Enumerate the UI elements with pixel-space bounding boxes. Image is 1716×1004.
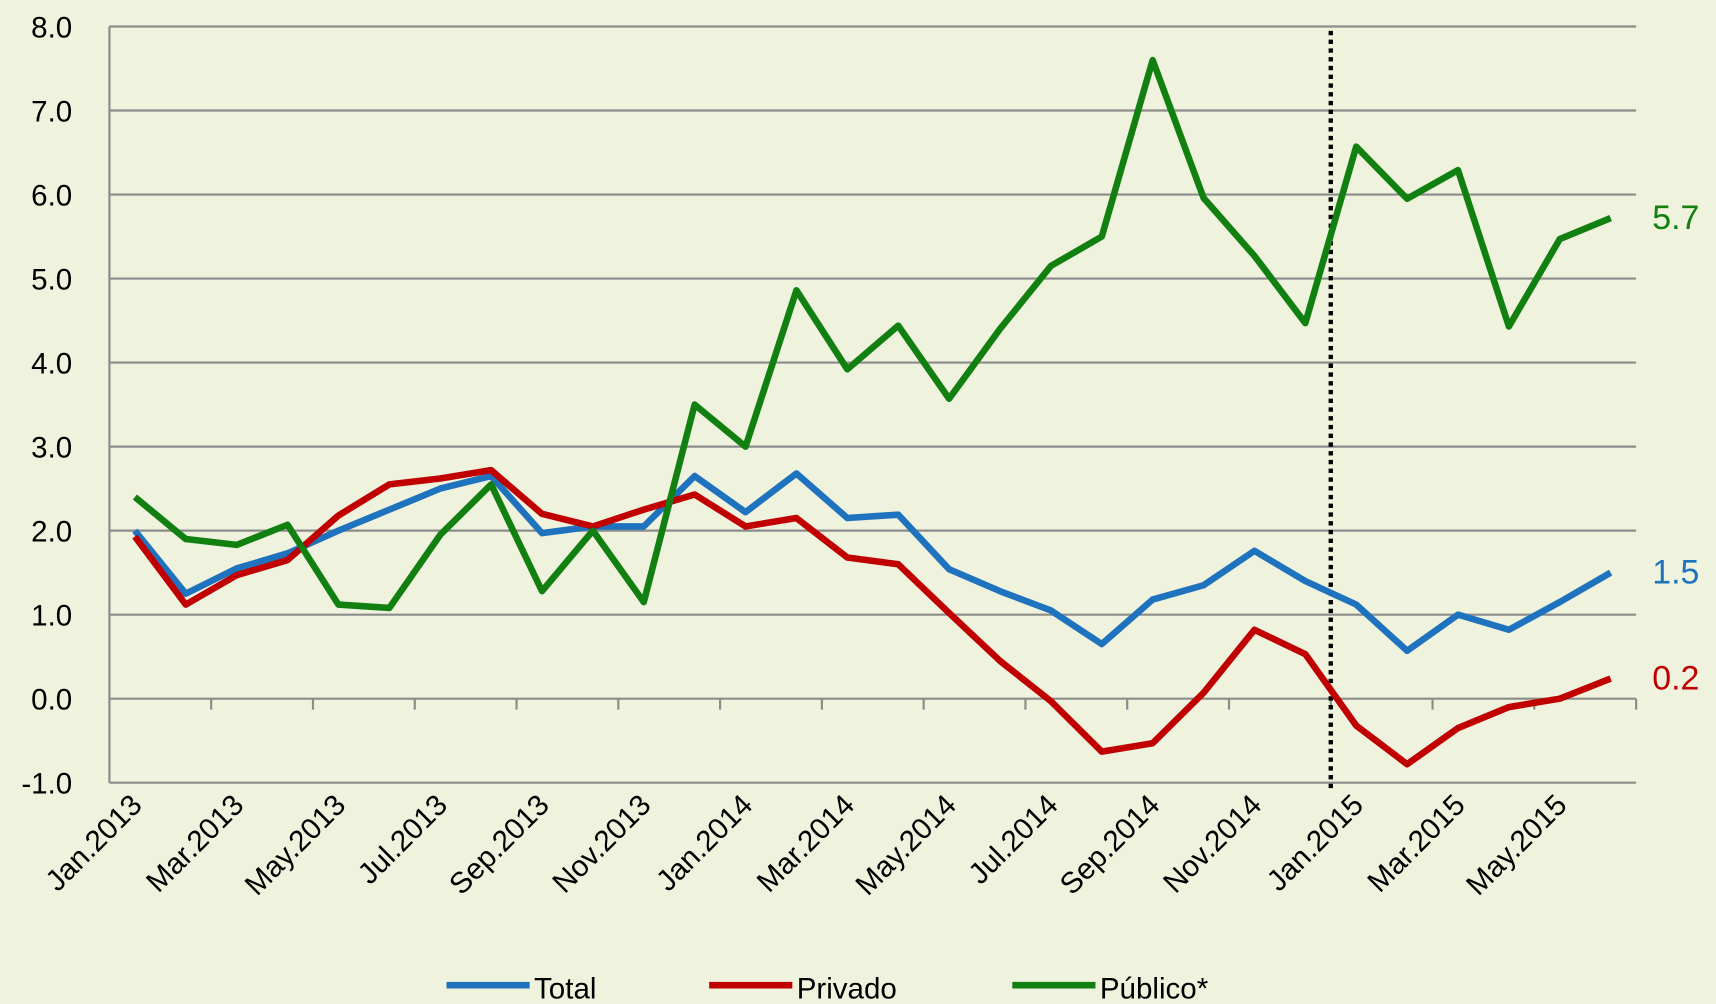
series-line (132, 470, 1613, 655)
data-label: 0.2 (1652, 659, 1699, 697)
series-line (132, 466, 1612, 768)
x-tick-label: Nov.2013 (546, 788, 657, 899)
data-label: 1.5 (1652, 554, 1699, 592)
x-tick-label: Jan.2014 (650, 788, 759, 897)
x-tick-label: Jan.2013 (39, 788, 148, 897)
y-tick-label: 3.0 (31, 432, 72, 465)
x-tick-label: Jul.2013 (352, 788, 454, 890)
legend-label: Público* (1100, 972, 1209, 1004)
y-tick-label: 2.0 (31, 516, 72, 549)
x-tick-label: Nov.2014 (1157, 788, 1268, 899)
y-tick-label: 5.0 (31, 264, 72, 297)
y-tick-label: 0.0 (31, 684, 72, 717)
x-tick-label: Mar.2014 (751, 788, 861, 898)
data-label: 5.7 (1652, 199, 1699, 237)
legend-label: Total (534, 972, 596, 1004)
x-tick-label: May.2015 (1460, 788, 1573, 901)
y-tick-label: 7.0 (31, 95, 72, 128)
x-tick-label: Sep.2013 (443, 788, 556, 901)
series-line (132, 56, 1612, 612)
x-tick-label: Sep.2014 (1054, 788, 1167, 901)
legend-label: Privado (797, 972, 897, 1004)
x-tick-label: May.2014 (849, 788, 962, 901)
y-tick-label: 1.0 (31, 600, 72, 633)
y-tick-label: 4.0 (31, 348, 72, 381)
x-tick-label: Jul.2014 (962, 788, 1064, 890)
x-tick-label: May.2013 (239, 788, 352, 901)
y-tick-label: -1.0 (21, 768, 72, 801)
y-tick-label: 8.0 (31, 11, 72, 44)
x-tick-label: Mar.2013 (140, 788, 250, 898)
y-tick-label: 6.0 (31, 179, 72, 212)
x-tick-label: Jan.2015 (1261, 788, 1370, 897)
x-tick-label: Mar.2015 (1361, 788, 1471, 898)
